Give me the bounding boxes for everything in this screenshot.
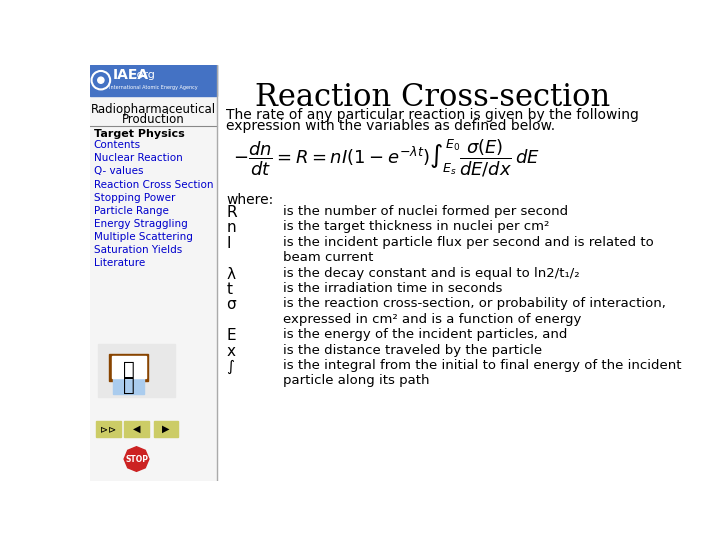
- Bar: [109, 354, 148, 381]
- Text: Stopping Power: Stopping Power: [94, 193, 175, 202]
- Text: Target Physics: Target Physics: [94, 130, 184, 139]
- Text: is the irradiation time in seconds: is the irradiation time in seconds: [283, 282, 503, 295]
- Text: Energy Straggling: Energy Straggling: [94, 219, 188, 229]
- Bar: [90, 65, 217, 96]
- Text: beam current: beam current: [283, 251, 374, 264]
- Circle shape: [98, 77, 104, 83]
- Text: R: R: [226, 205, 237, 220]
- Text: ⊳⊳: ⊳⊳: [101, 424, 117, 434]
- Text: IAEA: IAEA: [113, 68, 149, 82]
- Text: ∫: ∫: [226, 359, 235, 374]
- Text: where:: where:: [226, 193, 274, 207]
- Text: Reaction Cross-section: Reaction Cross-section: [255, 82, 610, 113]
- Text: 📖: 📖: [123, 360, 135, 379]
- FancyBboxPatch shape: [96, 421, 121, 437]
- Bar: [113, 375, 144, 394]
- Text: Saturation Yields: Saturation Yields: [94, 245, 182, 255]
- Text: 🤖: 🤖: [123, 376, 135, 395]
- Text: is the integral from the initial to final energy of the incident: is the integral from the initial to fina…: [283, 359, 681, 372]
- Text: is the target thickness in nuclei per cm²: is the target thickness in nuclei per cm…: [283, 220, 549, 233]
- Text: E: E: [226, 328, 236, 343]
- Text: is the number of nuclei formed per second: is the number of nuclei formed per secon…: [283, 205, 568, 218]
- FancyBboxPatch shape: [153, 421, 179, 437]
- Text: International Atomic Energy Agency: International Atomic Energy Agency: [109, 85, 198, 90]
- Text: is the decay constant and is equal to ln2/t₁/₂: is the decay constant and is equal to ln…: [283, 267, 580, 280]
- Text: .org: .org: [134, 70, 156, 80]
- Text: is the energy of the incident particles, and: is the energy of the incident particles,…: [283, 328, 567, 341]
- Text: Particle Range: Particle Range: [94, 206, 168, 215]
- Text: expressed in cm² and is a function of energy: expressed in cm² and is a function of en…: [283, 313, 581, 326]
- Bar: [98, 343, 175, 397]
- Text: σ: σ: [226, 298, 236, 312]
- Text: Nuclear Reaction: Nuclear Reaction: [94, 153, 183, 163]
- Bar: [112, 356, 145, 378]
- Text: $-\dfrac{dn}{dt} = R = nI(1-e^{-\lambda t})\int_{E_s}^{E_0} \dfrac{\sigma(E)}{dE: $-\dfrac{dn}{dt} = R = nI(1-e^{-\lambda …: [233, 138, 539, 179]
- Text: particle along its path: particle along its path: [283, 374, 429, 387]
- Text: Production: Production: [122, 113, 185, 126]
- Text: I: I: [226, 236, 231, 251]
- Text: is the distance traveled by the particle: is the distance traveled by the particle: [283, 343, 542, 356]
- Text: is the incident particle flux per second and is related to: is the incident particle flux per second…: [283, 236, 654, 249]
- FancyBboxPatch shape: [124, 421, 149, 437]
- Text: expression with the variables as defined below.: expression with the variables as defined…: [226, 119, 556, 133]
- Text: is the reaction cross-section, or probability of interaction,: is the reaction cross-section, or probab…: [283, 298, 666, 310]
- Text: The rate of any particular reaction is given by the following: The rate of any particular reaction is g…: [226, 108, 639, 122]
- Text: x: x: [226, 343, 235, 359]
- Text: Contents: Contents: [94, 140, 141, 150]
- Text: Literature: Literature: [94, 258, 145, 268]
- Text: ▶: ▶: [162, 424, 170, 434]
- Text: STOP: STOP: [125, 455, 148, 463]
- Text: Q- values: Q- values: [94, 166, 143, 177]
- Text: n: n: [226, 220, 236, 235]
- Text: Radiopharmaceutical: Radiopharmaceutical: [91, 103, 216, 116]
- Text: ◀: ◀: [132, 424, 140, 434]
- Text: t: t: [226, 282, 233, 297]
- Text: Reaction Cross Section: Reaction Cross Section: [94, 179, 213, 190]
- Bar: [90, 96, 217, 481]
- Text: λ: λ: [226, 267, 235, 281]
- Text: Multiple Scattering: Multiple Scattering: [94, 232, 193, 242]
